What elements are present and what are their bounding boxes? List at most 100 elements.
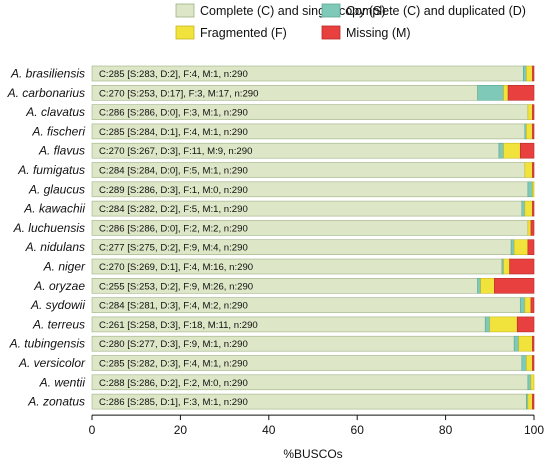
bar-row-a-zonatus: A. zonatus C:286 [S:285, D:1], F:3, M:1, … <box>27 393 535 410</box>
bar-a-tubingensis-f <box>518 335 533 352</box>
bars: A. brasiliensis C:285 [S:283, D:2], F:4, … <box>7 65 535 410</box>
bar-label-a-oryzae: C:255 [S:253, D:2], F:9, M:26, n:290 <box>99 281 253 292</box>
bar-row-a-versicolor: A. versicolor C:285 [S:282, D:3], F:4, M:… <box>18 355 535 371</box>
species-label-a-flavus: A. flavus <box>38 144 85 158</box>
bar-label-a-zonatus: C:286 [S:285, D:1], F:3, M:1, n:290 <box>99 397 248 408</box>
bar-label-a-niger: C:270 [S:269, D:1], F:4, M:16, n:290 <box>99 262 253 273</box>
legend-label-m: Missing (M) <box>346 26 411 40</box>
species-label-a-brasiliensis: A. brasiliensis <box>10 67 85 81</box>
bar-a-wentii-f <box>530 374 535 391</box>
bar-label-a-tubingensis: C:280 [S:277, D:3], F:9, M:1, n:290 <box>99 339 248 350</box>
bar-a-sydowii-d <box>519 297 526 313</box>
bar-a-brasiliensis-d <box>523 65 527 82</box>
x-tick-label-20: 20 <box>174 423 188 437</box>
species-label-a-glaucus: A. glaucus <box>28 182 85 196</box>
bar-a-nidulans-f <box>513 239 529 255</box>
bar-row-a-tubingensis: A. tubingensis C:280 [S:277, D:3], F:9, M… <box>9 335 535 352</box>
legend-swatch-m <box>321 25 341 40</box>
x-tick-label-80: 80 <box>439 423 453 437</box>
bar-a-niger-m <box>509 258 535 275</box>
bar-a-kawachii-f <box>524 200 533 217</box>
bar-row-a-clavatus: A. clavatus C:286 [S:286, D:0], F:3, M:1,… <box>25 104 535 120</box>
x-tick-label-40: 40 <box>262 423 276 437</box>
bar-a-brasiliensis-m <box>532 65 535 82</box>
bar-a-flavus-d <box>498 142 504 159</box>
bar-row-a-wentii: A. wentii C:288 [S:286, D:2], F:2, M:0, n… <box>39 374 535 391</box>
bar-row-a-fischeri: A. fischeri C:285 [S:284, D:1], F:4, M:1,… <box>31 123 535 140</box>
species-label-a-oryzae: A. oryzae <box>33 279 85 293</box>
species-label-a-clavatus: A. clavatus <box>25 105 85 119</box>
x-tick-label-60: 60 <box>351 423 365 437</box>
bar-a-tubingensis-m <box>532 335 535 352</box>
bar-a-carbonarius-f <box>503 85 509 101</box>
species-label-a-kawachii: A. kawachii <box>23 202 85 216</box>
bar-row-a-kawachii: A. kawachii C:284 [S:282, D:2], F:5, M:1,… <box>23 200 535 217</box>
bar-a-terreus-m <box>516 316 535 333</box>
bar-a-clavatus-f <box>527 104 533 120</box>
x-tick-label-0: 0 <box>89 423 96 437</box>
bar-row-a-luchuensis: A. luchuensis C:286 [S:286, D:0], F:2, M:… <box>13 220 535 236</box>
bar-a-wentii-d <box>527 374 532 391</box>
species-label-a-luchuensis: A. luchuensis <box>13 221 85 235</box>
bar-row-a-carbonarius: A. carbonarius C:270 [S:253, D:17], F:3, … <box>7 85 535 101</box>
bar-label-a-sydowii: C:284 [S:281, D:3], F:4, M:2, n:290 <box>99 301 248 312</box>
bar-a-flavus-f <box>503 142 521 159</box>
species-label-a-sydowii: A. sydowii <box>30 298 85 312</box>
bar-a-fumigatus-m <box>532 162 535 178</box>
bar-a-luchuensis-m <box>530 220 535 236</box>
bar-a-oryzae-m <box>494 277 535 294</box>
species-label-a-carbonarius: A. carbonarius <box>7 86 85 100</box>
bar-a-zonatus-f <box>527 393 533 410</box>
bar-a-oryzae-d <box>477 277 481 294</box>
bar-a-versicolor-f <box>526 355 533 371</box>
bar-label-a-clavatus: C:286 [S:286, D:0], F:3, M:1, n:290 <box>99 108 248 119</box>
bar-a-carbonarius-m <box>507 85 535 101</box>
bar-a-sydowii-f <box>524 297 532 313</box>
species-label-a-wentii: A. wentii <box>39 375 86 389</box>
bar-a-oryzae-f <box>480 277 495 294</box>
bar-label-a-brasiliensis: C:285 [S:283, D:2], F:4, M:1, n:290 <box>99 69 248 80</box>
species-label-a-niger: A. niger <box>43 260 86 274</box>
bar-label-a-carbonarius: C:270 [S:253, D:17], F:3, M:17, n:290 <box>99 88 258 99</box>
bar-label-a-terreus: C:261 [S:258, D:3], F:18, M:11, n:290 <box>99 320 258 331</box>
x-tick-label-100: 100 <box>524 423 544 437</box>
bar-row-a-terreus: A. terreus C:261 [S:258, D:3], F:18, M:11… <box>32 316 535 333</box>
legend: Complete (C) and single-copy (S)Complete… <box>175 3 526 40</box>
x-axis: 0 20 40 60 80 100 <box>89 414 544 437</box>
bar-row-a-oryzae: A. oryzae C:255 [S:253, D:2], F:9, M:26, … <box>33 277 535 294</box>
legend-swatch-s <box>175 3 195 18</box>
bar-a-zonatus-m <box>532 393 535 410</box>
legend-swatch-d <box>321 3 341 18</box>
bar-a-glaucus-f <box>532 181 535 198</box>
bar-row-a-flavus: A. flavus C:270 [S:267, D:3], F:11, M:9, … <box>38 142 535 159</box>
bar-label-a-nidulans: C:277 [S:275, D:2], F:9, M:4, n:290 <box>99 243 248 254</box>
bar-label-a-versicolor: C:285 [S:282, D:3], F:4, M:1, n:290 <box>99 359 248 370</box>
bar-a-nidulans-d <box>510 239 515 255</box>
bar-label-a-luchuensis: C:286 [S:286, D:0], F:2, M:2, n:290 <box>99 223 248 234</box>
bar-a-luchuensis-f <box>527 220 532 236</box>
bar-a-nidulans-m <box>527 239 535 255</box>
bar-a-kawachii-m <box>532 200 535 217</box>
bar-a-tubingensis-d <box>513 335 520 352</box>
bar-a-terreus-d <box>484 316 491 333</box>
species-label-a-versicolor: A. versicolor <box>18 356 86 370</box>
bar-a-clavatus-m <box>532 104 535 120</box>
species-label-a-nidulans: A. nidulans <box>25 240 85 254</box>
species-label-a-terreus: A. terreus <box>32 317 85 331</box>
bar-a-fischeri-m <box>532 123 535 140</box>
bar-a-glaucus-d <box>527 181 533 198</box>
bar-a-carbonarius-d <box>477 85 504 101</box>
bar-a-versicolor-m <box>532 355 535 371</box>
bar-row-a-brasiliensis: A. brasiliensis C:285 [S:283, D:2], F:4, … <box>10 65 535 82</box>
bar-row-a-sydowii: A. sydowii C:284 [S:281, D:3], F:4, M:2, … <box>30 297 535 313</box>
bar-label-a-wentii: C:288 [S:286, D:2], F:2, M:0, n:290 <box>99 378 248 389</box>
bar-label-a-kawachii: C:284 [S:282, D:2], F:5, M:1, n:290 <box>99 204 248 215</box>
legend-label-f: Fragmented (F) <box>200 26 287 40</box>
legend-label-d: Complete (C) and duplicated (D) <box>346 4 526 18</box>
bar-row-a-fumigatus: A. fumigatus C:284 [S:284, D:0], F:5, M:1… <box>17 162 535 178</box>
bar-label-a-fumigatus: C:284 [S:284, D:0], F:5, M:1, n:290 <box>99 166 248 177</box>
bar-a-versicolor-d <box>521 355 527 371</box>
bar-row-a-glaucus: A. glaucus C:289 [S:286, D:3], F:1, M:0, … <box>28 181 535 198</box>
species-label-a-fumigatus: A. fumigatus <box>17 163 85 177</box>
